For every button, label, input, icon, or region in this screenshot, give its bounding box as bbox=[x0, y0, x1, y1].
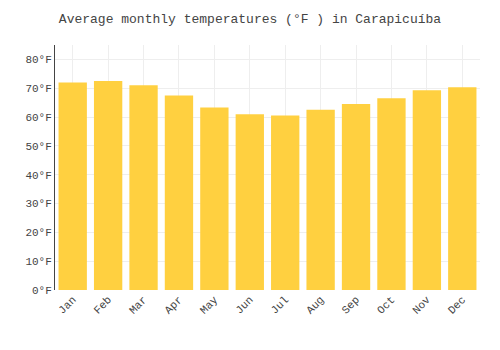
svg-text:50°F: 50°F bbox=[25, 141, 51, 153]
svg-text:Oct: Oct bbox=[375, 294, 397, 316]
svg-text:Jun: Jun bbox=[233, 294, 255, 316]
svg-text:70°F: 70°F bbox=[25, 83, 51, 95]
svg-text:Jan: Jan bbox=[56, 294, 78, 316]
svg-text:60°F: 60°F bbox=[25, 112, 51, 124]
svg-text:Aug: Aug bbox=[304, 294, 326, 316]
svg-text:10°F: 10°F bbox=[25, 256, 51, 268]
svg-text:Jul: Jul bbox=[269, 294, 291, 316]
svg-text:Dec: Dec bbox=[446, 294, 468, 316]
svg-text:0°F: 0°F bbox=[32, 285, 52, 297]
svg-text:Mar: Mar bbox=[127, 294, 149, 316]
svg-text:40°F: 40°F bbox=[25, 170, 51, 182]
svg-text:Nov: Nov bbox=[410, 294, 433, 317]
svg-text:Apr: Apr bbox=[162, 294, 184, 316]
svg-text:May: May bbox=[198, 294, 221, 317]
svg-text:Sep: Sep bbox=[340, 294, 362, 316]
svg-text:Average monthly temperatures (: Average monthly temperatures (°F ) in Ca… bbox=[59, 12, 441, 27]
svg-text:Feb: Feb bbox=[92, 294, 114, 316]
svg-text:30°F: 30°F bbox=[25, 198, 51, 210]
svg-text:80°F: 80°F bbox=[25, 54, 51, 66]
svg-text:20°F: 20°F bbox=[25, 227, 51, 239]
